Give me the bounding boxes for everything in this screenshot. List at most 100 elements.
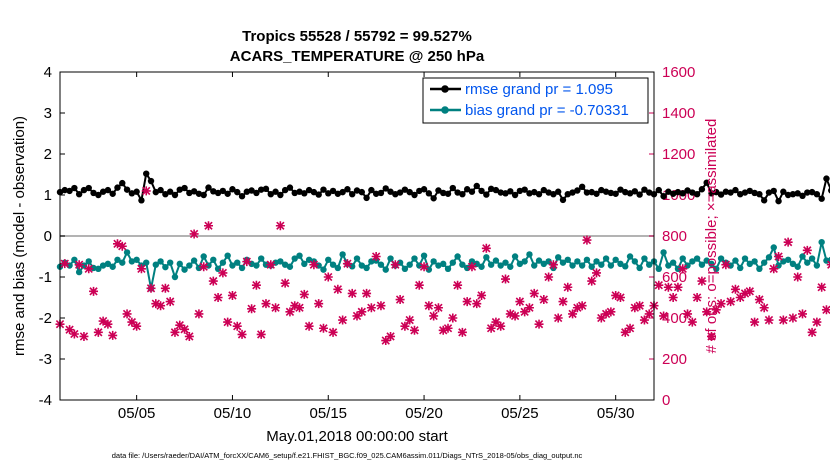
- obs-assimilated-marker: [587, 276, 597, 286]
- bias-point: [559, 259, 567, 266]
- obs-assimilated-marker: [754, 295, 764, 305]
- rmse-point: [612, 190, 619, 197]
- rmse-point: [90, 189, 97, 197]
- rmse-point: [569, 189, 576, 196]
- obs-assimilated-marker: [711, 305, 721, 315]
- rmse-point: [583, 189, 591, 196]
- bias-point: [166, 259, 174, 266]
- legend-box: [422, 77, 649, 124]
- obs-assimilated-marker: [366, 303, 376, 313]
- bias-point: [281, 261, 289, 268]
- obs-assimilated-marker: [486, 323, 496, 333]
- rmse-point: [382, 185, 389, 192]
- bias-point: [176, 260, 183, 268]
- bias-point: [377, 261, 385, 268]
- rmse-point: [497, 189, 504, 196]
- rmse-point: [511, 191, 519, 199]
- bias-point: [320, 266, 327, 273]
- bias-point: [406, 261, 413, 268]
- x-tick-label: 05/15: [309, 405, 347, 422]
- bias-point: [387, 255, 394, 262]
- bias-point: [190, 257, 198, 264]
- rmse-point: [119, 179, 126, 187]
- obs-assimilated-marker: [251, 280, 261, 290]
- rmse-point: [286, 184, 294, 191]
- obs-assimilated-marker: [438, 325, 448, 335]
- y-left-tick-label: 1: [44, 187, 52, 204]
- bias-point: [497, 262, 504, 269]
- obs-assimilated-marker: [635, 301, 645, 311]
- rmse-point: [200, 191, 207, 199]
- obs-assimilated-marker: [745, 286, 755, 296]
- obs-assimilated-marker: [381, 336, 391, 346]
- obs-assimilated-marker: [93, 327, 103, 337]
- bias-point: [799, 253, 806, 260]
- bias-point: [535, 257, 543, 264]
- bias-point: [612, 256, 619, 263]
- obs-assimilated-marker: [127, 317, 137, 327]
- rmse-point: [181, 184, 188, 192]
- y-axis-label-right: # of obs: o=possible; ×=assimilated: [703, 119, 720, 354]
- y-left-tick-label: 3: [44, 105, 52, 122]
- obs-assimilated-marker: [180, 324, 190, 334]
- obs-assimilated-marker: [156, 301, 166, 311]
- bias-point: [756, 265, 763, 272]
- obs-assimilated-marker: [232, 321, 242, 331]
- rmse-point: [195, 190, 203, 197]
- rmse-point: [214, 189, 222, 197]
- bias-point: [588, 263, 595, 270]
- rmse-point: [114, 184, 121, 191]
- obs-assimilated-marker: [141, 186, 151, 196]
- rmse-point: [655, 186, 662, 194]
- legend-rmse-marker: [441, 85, 449, 93]
- rmse-point: [660, 193, 667, 200]
- rmse-point: [722, 188, 730, 195]
- obs-assimilated-marker: [606, 307, 616, 317]
- bias-point: [511, 253, 519, 260]
- bias-point: [622, 263, 629, 270]
- rmse-point: [602, 188, 610, 195]
- bias-point: [789, 260, 797, 268]
- bias-point: [85, 258, 92, 265]
- rmse-point: [152, 188, 160, 196]
- bias-point: [444, 265, 452, 272]
- rmse-point: [693, 190, 701, 198]
- bias-point: [813, 262, 821, 269]
- bias-point: [257, 255, 265, 262]
- legend: rmse grand pr = 1.095 bias grand pr = -0…: [422, 77, 649, 124]
- bias-point: [583, 256, 591, 263]
- obs-assimilated-marker: [654, 280, 664, 290]
- bias-point: [329, 261, 337, 268]
- bias-point: [454, 253, 461, 260]
- bias-point: [109, 263, 116, 270]
- bias-point: [679, 255, 686, 262]
- obs-assimilated-marker: [405, 315, 415, 325]
- obs-assimilated-marker: [793, 272, 803, 282]
- rmse-point: [430, 195, 437, 202]
- bias-point: [200, 253, 207, 260]
- obs-assimilated-marker: [433, 303, 443, 313]
- bias-point: [171, 273, 179, 281]
- rmse-point: [713, 188, 720, 196]
- obs-assimilated-marker: [146, 283, 156, 293]
- rmse-point: [349, 190, 356, 198]
- bias-point: [114, 256, 121, 263]
- bias-point: [818, 238, 825, 246]
- rmse-point: [329, 187, 337, 195]
- rmse-point: [521, 186, 528, 193]
- obs-assimilated-marker: [491, 317, 501, 327]
- bias-point: [286, 263, 294, 270]
- bias-point: [296, 252, 303, 259]
- obs-assimilated-marker: [726, 297, 736, 307]
- bias-point: [262, 261, 270, 268]
- bias-point: [602, 255, 610, 262]
- y-left-tick-label: -3: [39, 351, 52, 368]
- rmse-point: [190, 188, 198, 195]
- rmse-point: [377, 189, 385, 197]
- bias-point: [775, 262, 782, 269]
- rmse-point: [396, 189, 404, 196]
- obs-assimilated-marker: [716, 299, 726, 309]
- x-tick-label: 05/10: [214, 405, 252, 422]
- bias-point: [808, 255, 816, 262]
- obs-assimilated-marker: [692, 293, 702, 302]
